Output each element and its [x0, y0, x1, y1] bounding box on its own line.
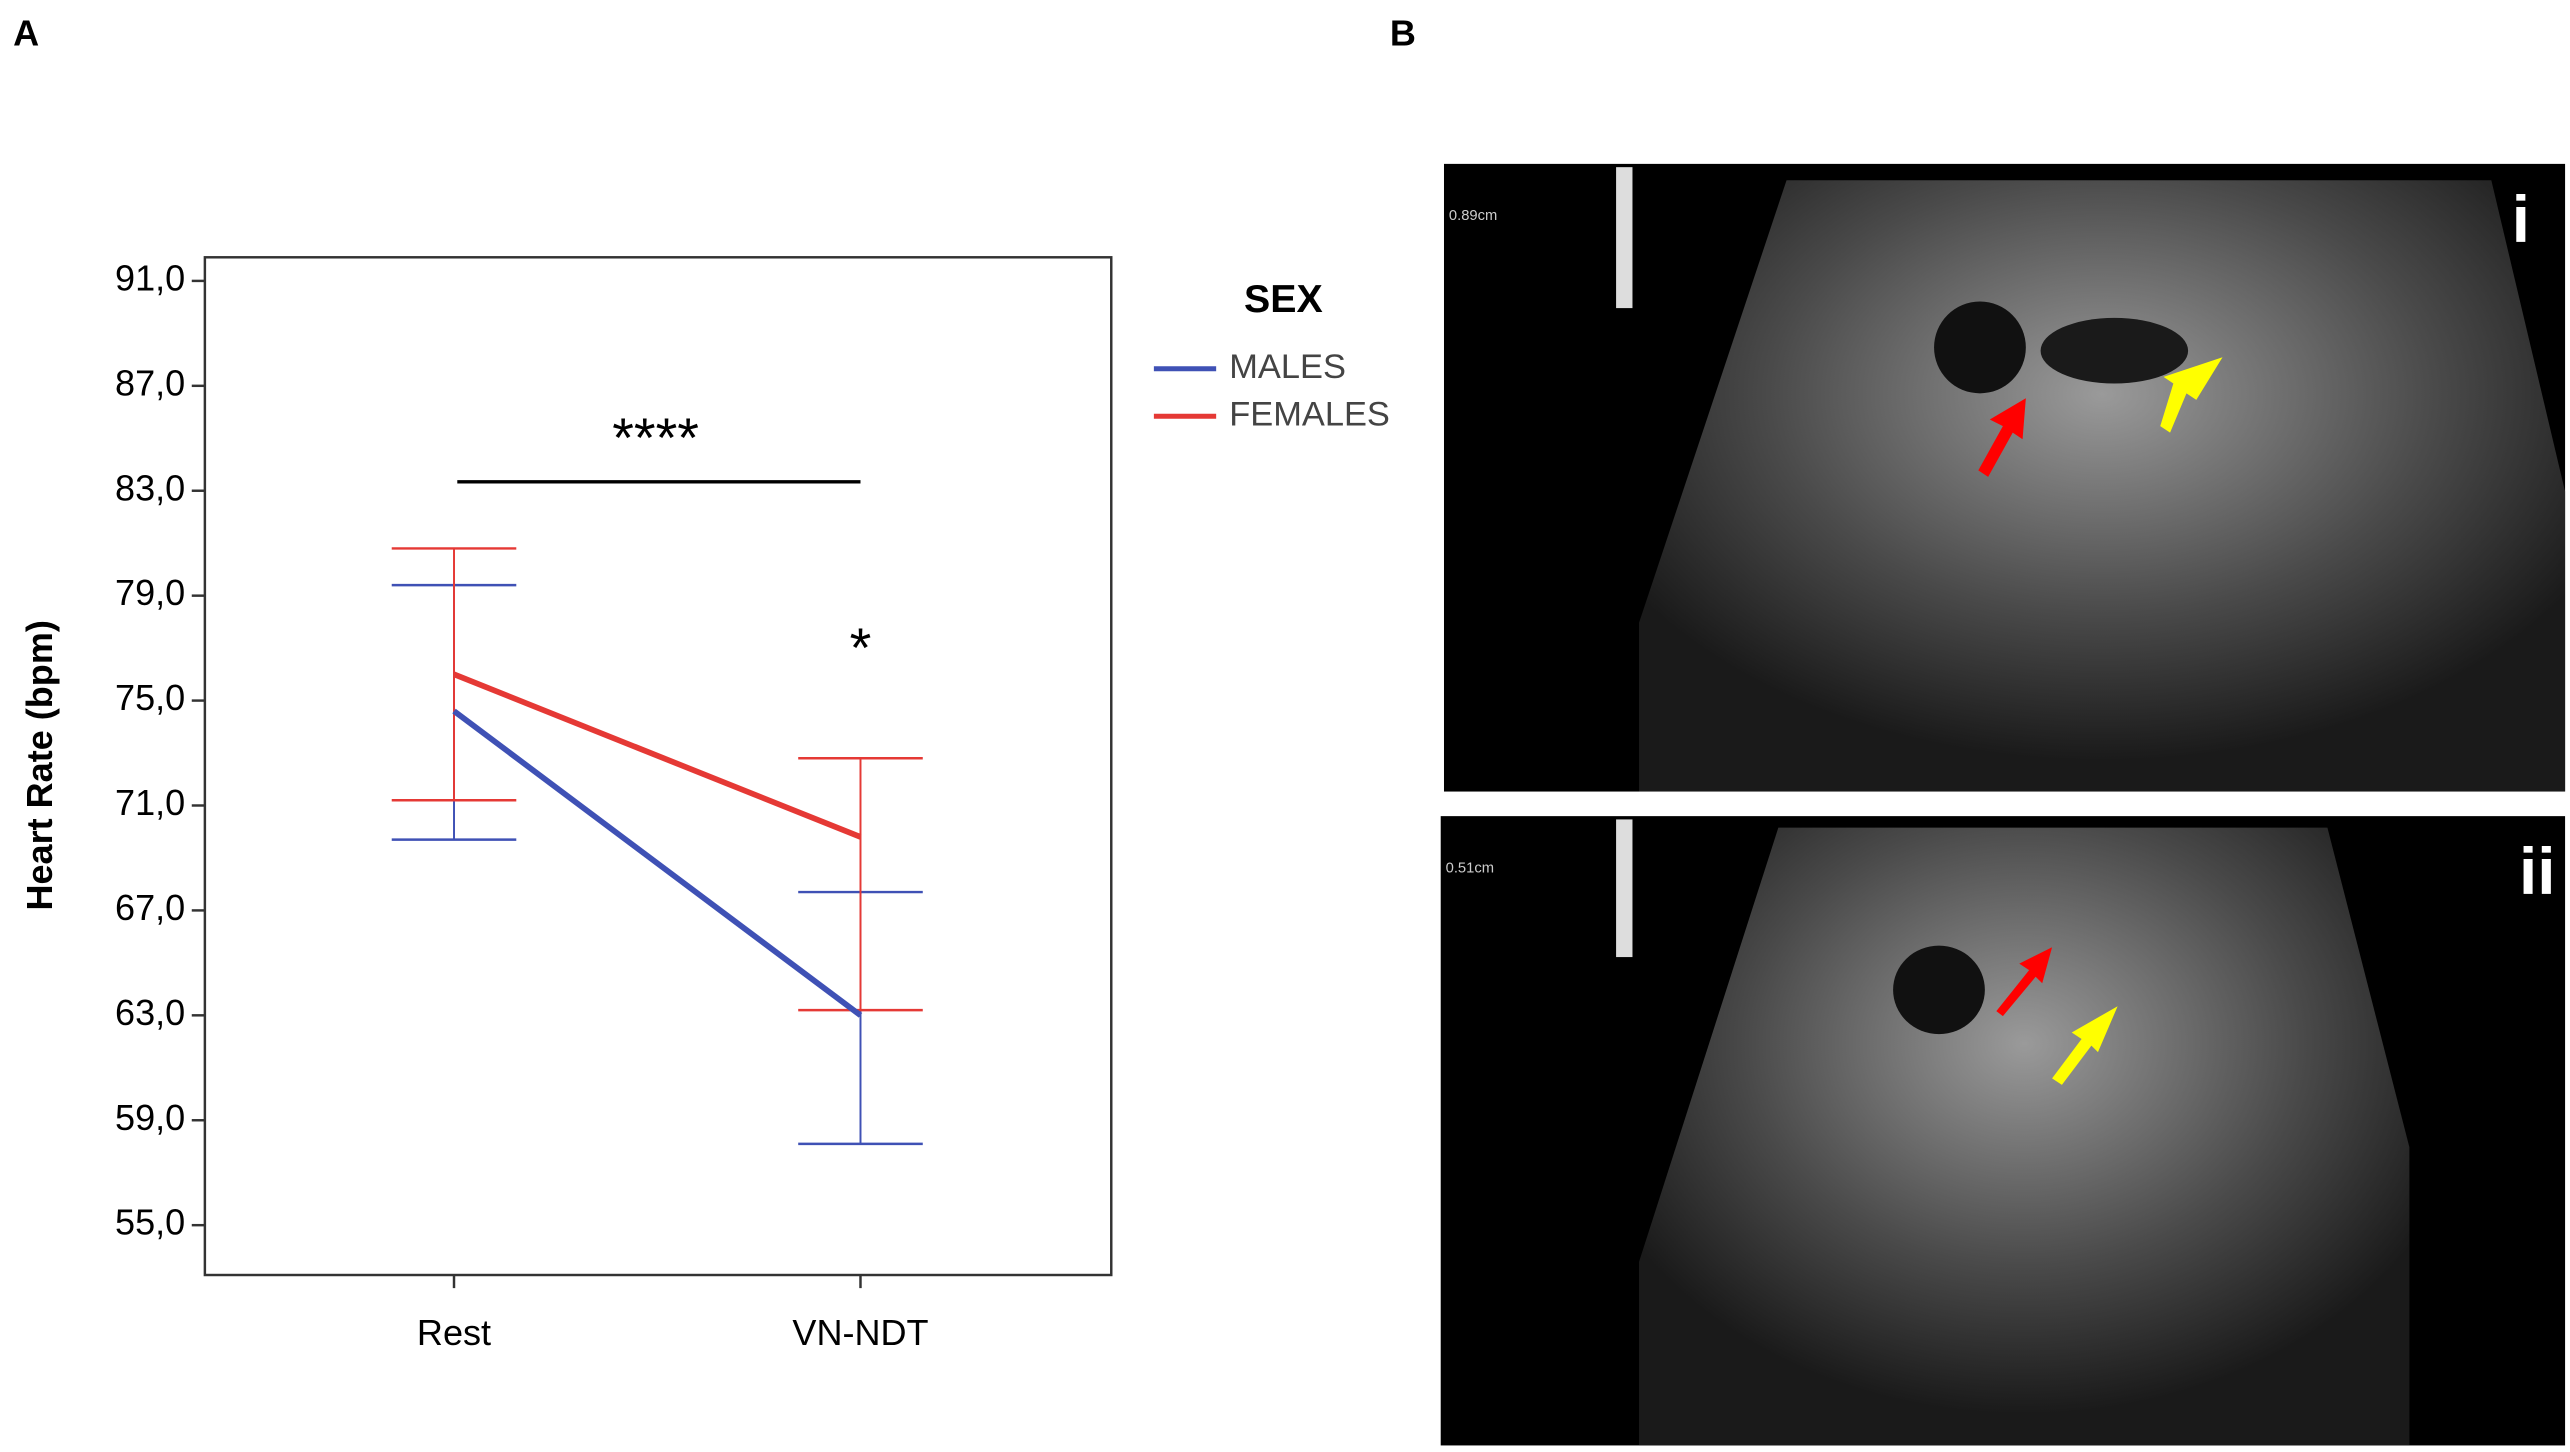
y-tick-label: 87,0	[115, 362, 185, 403]
plot-frame	[203, 256, 1113, 1277]
y-tick-label: 63,0	[115, 992, 185, 1033]
y-tick-label: 91,0	[115, 257, 185, 298]
y-tick-label: 83,0	[115, 467, 185, 508]
panel-label: B	[1390, 13, 1416, 54]
scale-label: 0.51cm	[1446, 860, 1494, 876]
legend-label: FEMALES	[1229, 395, 1390, 433]
significance-label: ****	[612, 407, 699, 469]
legend-title: SEX	[1244, 277, 1323, 321]
y-tick-label: 79,0	[115, 572, 185, 613]
y-tick-label: 67,0	[115, 887, 185, 928]
panel-label: A	[13, 13, 39, 54]
series-line	[452, 671, 862, 840]
ultrasound-i: 0.89cm i	[1443, 163, 2566, 792]
legend-label: MALES	[1229, 348, 1346, 386]
image-label: ii	[2519, 835, 2555, 908]
x-tick-label: VN-NDT	[792, 1312, 928, 1353]
ultrasound-ii: 0.51cm ii	[1440, 816, 2566, 1446]
y-tick-label: 75,0	[115, 677, 185, 718]
y-axis-label: Heart Rate (bpm)	[19, 620, 60, 910]
y-tick-label: 71,0	[115, 782, 185, 823]
x-tick-label: Rest	[417, 1312, 491, 1353]
y-tick-label: 55,0	[115, 1202, 185, 1243]
significance-label: *	[850, 617, 872, 679]
series-line	[452, 708, 863, 1018]
y-tick-label: 59,0	[115, 1097, 185, 1138]
scale-label: 0.89cm	[1449, 208, 1497, 224]
image-label: i	[2512, 183, 2530, 256]
